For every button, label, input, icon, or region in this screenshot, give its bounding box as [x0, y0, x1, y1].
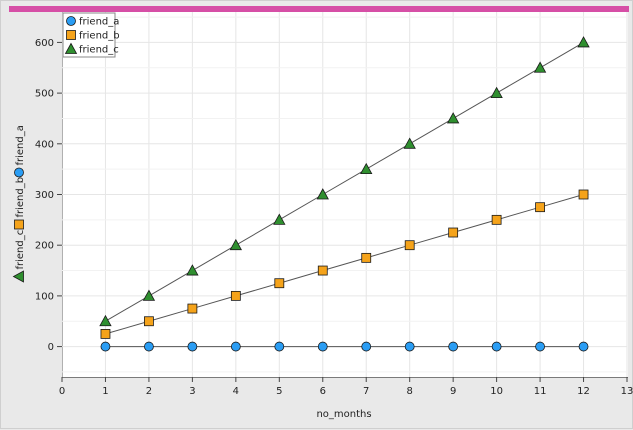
- x-axis-title: no_months: [316, 409, 371, 420]
- data-point-friend_a: [491, 341, 502, 352]
- x-tick-label: 4: [233, 386, 239, 397]
- x-tick-label: 1: [102, 386, 108, 397]
- y-title-marker-friend_c: [12, 270, 24, 283]
- data-point-friend_a: [274, 341, 285, 352]
- legend-marker-friend_b: [66, 30, 76, 40]
- data-point-friend_c: [533, 61, 547, 73]
- data-point-friend_b: [578, 189, 589, 200]
- x-tick-label: 6: [320, 386, 326, 397]
- x-tick-label: 0: [59, 386, 65, 397]
- data-point-friend_c: [229, 238, 243, 251]
- data-point-friend_b: [535, 202, 545, 213]
- data-point-friend_a: [535, 341, 545, 352]
- grid: [61, 12, 628, 377]
- y-title-label-friend_a: friend_a: [15, 125, 26, 165]
- x-tick-label: 13: [621, 386, 633, 397]
- x-tick-label: 11: [534, 386, 547, 397]
- y-tick-label: 200: [35, 241, 54, 252]
- legend-label-friend_c: friend_c: [79, 45, 119, 56]
- x-tick-label: 7: [363, 386, 369, 397]
- data-point-friend_b: [491, 214, 502, 225]
- x-tick-label: 3: [189, 386, 195, 397]
- y-title-marker-friend_a: [14, 167, 24, 178]
- data-point-friend_a: [448, 341, 459, 352]
- y-tick-label: 600: [35, 38, 54, 49]
- window-top-bar: [9, 6, 629, 12]
- legend-marker-friend_c: [64, 42, 78, 54]
- data-point-friend_b: [274, 278, 285, 289]
- data-point-friend_a: [144, 341, 154, 352]
- series: [99, 36, 590, 352]
- series-line-friend_b: [105, 194, 584, 335]
- y-title-label-friend_b: friend_b: [15, 177, 26, 218]
- data-point-friend_b: [317, 265, 328, 276]
- data-point-friend_a: [361, 341, 372, 352]
- data-point-friend_c: [577, 36, 590, 48]
- x-tick-label: 12: [577, 386, 590, 397]
- y-axis-title: friend_c friend_b friend_a: [12, 125, 26, 283]
- x-tick-label: 10: [490, 386, 503, 397]
- data-point-friend_c: [273, 213, 286, 225]
- x-tick-label: 8: [407, 386, 413, 397]
- data-point-friend_a: [578, 341, 589, 352]
- data-point-friend_c: [403, 137, 416, 149]
- data-point-friend_b: [361, 252, 372, 263]
- legend: friend_a friend_b friend_c: [62, 12, 120, 58]
- y-tick-label: 300: [35, 190, 54, 201]
- series-line-friend_c: [105, 41, 584, 322]
- data-point-friend_b: [144, 316, 154, 327]
- data-point-friend_c: [446, 112, 460, 124]
- data-point-friend_c: [186, 264, 199, 276]
- data-point-friend_a: [230, 341, 241, 352]
- data-point-friend_b: [100, 329, 111, 339]
- legend-marker-friend_a: [66, 16, 76, 26]
- data-point-friend_b: [230, 290, 241, 301]
- data-point-friend_c: [316, 188, 329, 200]
- x-tick-label: 5: [276, 386, 282, 397]
- legend-label-friend_b: friend_b: [79, 31, 120, 42]
- x-tick-label: 2: [146, 386, 152, 397]
- x-tick-label: 9: [450, 386, 456, 397]
- data-point-friend_c: [99, 314, 112, 327]
- y-title-marker-friend_b: [14, 219, 24, 230]
- y-tick-label: 400: [35, 139, 54, 150]
- data-point-friend_a: [404, 341, 415, 352]
- y-tick-label: 0: [48, 342, 54, 353]
- data-point-friend_b: [448, 227, 459, 238]
- y-title-label-friend_c: friend_c: [15, 230, 26, 270]
- y-tick-label: 500: [35, 89, 54, 100]
- y-axis-title-group: friend_c friend_b friend_a: [12, 125, 26, 283]
- data-point-friend_a: [100, 341, 111, 352]
- data-point-friend_c: [142, 289, 156, 301]
- data-point-friend_c: [490, 86, 503, 99]
- data-point-friend_b: [187, 303, 198, 314]
- data-point-friend_a: [317, 341, 328, 352]
- data-point-friend_b: [404, 240, 415, 251]
- legend-label-friend_a: friend_a: [79, 17, 119, 28]
- data-point-friend_c: [360, 162, 373, 175]
- y-tick-label: 100: [35, 291, 54, 302]
- data-point-friend_a: [187, 341, 198, 352]
